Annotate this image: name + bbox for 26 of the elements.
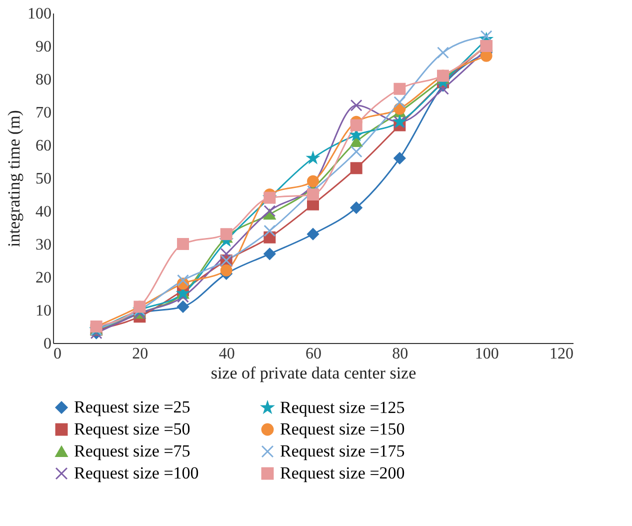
x-tick-label: 80 (392, 346, 408, 362)
y-tick-label: 20 (36, 270, 52, 286)
x-tick-label: 60 (306, 346, 322, 362)
legend-label: Request size =175 (280, 442, 405, 460)
y-tick-label: 10 (36, 302, 52, 320)
y-tick-label: 30 (36, 236, 52, 254)
y-tick-label: 70 (36, 104, 52, 122)
x-tick-label: 20 (132, 346, 148, 362)
y-tick-label: 100 (28, 6, 52, 22)
y-tick-label: 40 (36, 204, 52, 220)
legend-label: Request size =200 (280, 464, 405, 482)
x-axis-title: size of private data center size (210, 364, 416, 382)
x-tick-label: 120 (550, 346, 574, 362)
legend-label: Request size =75 (74, 442, 190, 460)
legend-label: Request size =100 (74, 464, 199, 482)
legend-label: Request size =50 (74, 420, 190, 438)
legend-label: Request size =125 (280, 398, 405, 417)
x-tick-label: 100 (474, 346, 499, 362)
y-tick-label: 50 (36, 170, 52, 188)
legend-label: Request size =150 (280, 420, 405, 438)
x-tick-label: 40 (218, 346, 235, 362)
legend-label: Request size =25 (74, 398, 190, 417)
y-tick-label: 80 (36, 72, 52, 88)
y-tick-label: 60 (36, 138, 52, 154)
y-tick-label: 90 (36, 38, 52, 56)
y-axis-title: integrating time (m) (4, 110, 24, 247)
